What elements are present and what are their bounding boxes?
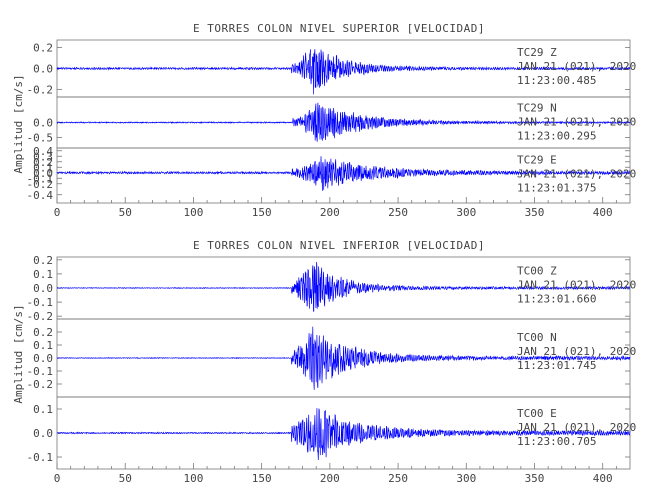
x-tick-label: 150	[252, 472, 272, 485]
x-tick-label: 400	[593, 472, 613, 485]
station-label: TC29 N	[517, 101, 557, 114]
y-tick-label: 0.2	[33, 156, 53, 169]
y-tick-label: 0.1	[33, 339, 53, 352]
y-tick-label: -0.2	[27, 178, 54, 191]
inferior-level-panel: E TORRES COLON NIVEL INFERIOR [VELOCIDAD…	[12, 239, 636, 485]
y-tick-label: 0.2	[33, 326, 53, 339]
x-tick-label: 50	[119, 472, 132, 485]
record-date: JAN 21 (021), 2020	[517, 278, 636, 291]
x-tick-label: 350	[525, 206, 545, 219]
y-tick-label: -0.2	[27, 84, 54, 97]
record-date: JAN 21 (021), 2020	[517, 115, 636, 128]
y-tick-label: -0.5	[27, 132, 54, 145]
x-tick-label: 300	[456, 472, 476, 485]
y-axis-label: Amplitud [cm/s]	[12, 74, 25, 173]
y-tick-label: 0.0	[33, 167, 53, 180]
x-tick-label: 0	[54, 472, 61, 485]
y-tick-label: 0.3	[33, 150, 53, 163]
y-tick-label: -0.2	[27, 378, 54, 391]
trace-waveform	[56, 326, 631, 390]
y-tick-label: 0.1	[33, 161, 53, 174]
station-label: TC00 N	[517, 331, 557, 344]
y-tick-label: -0.4	[27, 189, 54, 202]
record-time: 11:23:01.660	[517, 292, 596, 305]
chart-title: E TORRES COLON NIVEL INFERIOR [VELOCIDAD…	[193, 239, 485, 252]
trace-frame	[56, 147, 631, 204]
y-tick-label: 0.0	[33, 352, 53, 365]
y-tick-label: 0.4	[33, 145, 53, 158]
x-tick-label: 100	[183, 206, 203, 219]
x-tick-label: 100	[183, 472, 203, 485]
record-date: JAN 21 (021), 2020	[517, 167, 636, 180]
y-tick-label: 0.2	[33, 254, 53, 267]
x-tick-label: 150	[252, 206, 272, 219]
x-tick-label: 200	[320, 472, 340, 485]
y-tick-label: -0.1	[27, 451, 54, 464]
x-tick-label: 250	[388, 206, 408, 219]
y-tick-label: 0.1	[33, 268, 53, 281]
x-tick-label: 0	[54, 206, 61, 219]
trace-waveform	[56, 408, 631, 461]
record-date: JAN 21 (021), 2020	[517, 345, 636, 358]
record-time: 11:23:00.485	[517, 74, 596, 87]
record-time: 11:23:01.375	[517, 181, 596, 194]
x-tick-label: 50	[119, 206, 132, 219]
trace-waveform	[56, 261, 631, 312]
y-tick-label: 0.0	[33, 427, 53, 440]
y-tick-label: 0.2	[33, 41, 53, 54]
trace-waveform	[56, 102, 631, 142]
y-tick-label: -0.1	[27, 296, 54, 309]
record-date: JAN 21 (021), 2020	[517, 421, 636, 434]
y-axis-label: Amplitud [cm/s]	[12, 304, 25, 403]
y-tick-label: 0.1	[33, 403, 53, 416]
x-tick-label: 350	[525, 472, 545, 485]
y-tick-label: 0.0	[33, 282, 53, 295]
x-tick-label: 250	[388, 472, 408, 485]
station-label: TC00 Z	[517, 264, 557, 277]
y-tick-label: 0.0	[33, 63, 53, 76]
station-label: TC00 E	[517, 407, 557, 420]
superior-level-panel: E TORRES COLON NIVEL SUPERIOR [VELOCIDAD…	[12, 22, 636, 219]
x-tick-label: 300	[456, 206, 476, 219]
y-tick-label: -0.2	[27, 310, 54, 323]
trace-waveform	[56, 156, 631, 191]
x-tick-label: 400	[593, 206, 613, 219]
record-time: 11:23:01.745	[517, 359, 596, 372]
record-date: JAN 21 (021), 2020	[517, 60, 636, 73]
trace-waveform	[56, 49, 631, 95]
y-tick-label: 0.0	[33, 117, 53, 130]
y-tick-label: -0.1	[27, 365, 54, 378]
record-time: 11:23:00.705	[517, 435, 596, 448]
station-label: TC29 E	[517, 153, 557, 166]
y-tick-label: -0.1	[27, 172, 54, 185]
chart-title: E TORRES COLON NIVEL SUPERIOR [VELOCIDAD…	[193, 22, 485, 35]
record-time: 11:23:00.295	[517, 129, 596, 142]
x-tick-label: 200	[320, 206, 340, 219]
station-label: TC29 Z	[517, 46, 557, 59]
